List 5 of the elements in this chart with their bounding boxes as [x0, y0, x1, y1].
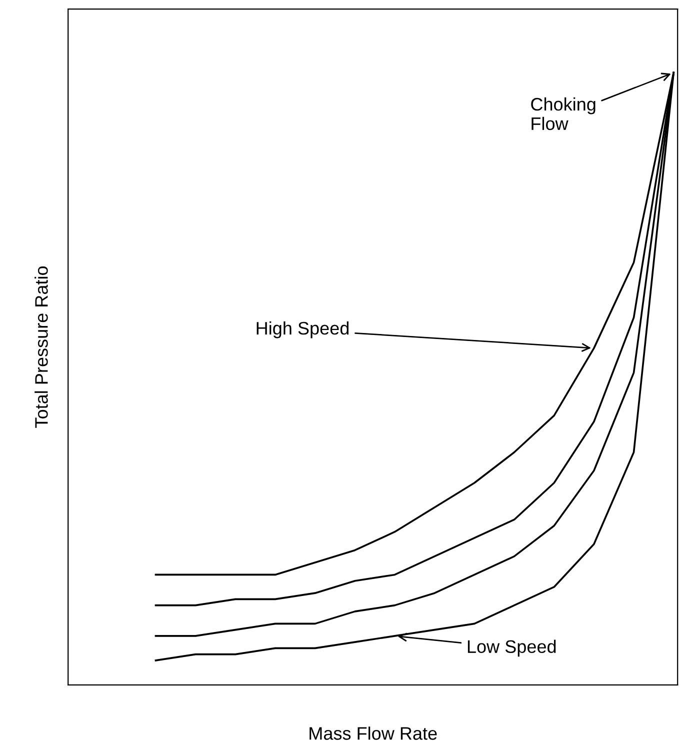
annotation: High Speed	[256, 321, 349, 338]
x-axis-title: Mass Flow Rate	[310, 726, 437, 740]
annotation: Low Speed	[468, 640, 556, 657]
annotation: Choking Flow	[531, 97, 596, 130]
y-axis-title: Total Pressure Ratio	[34, 266, 48, 428]
